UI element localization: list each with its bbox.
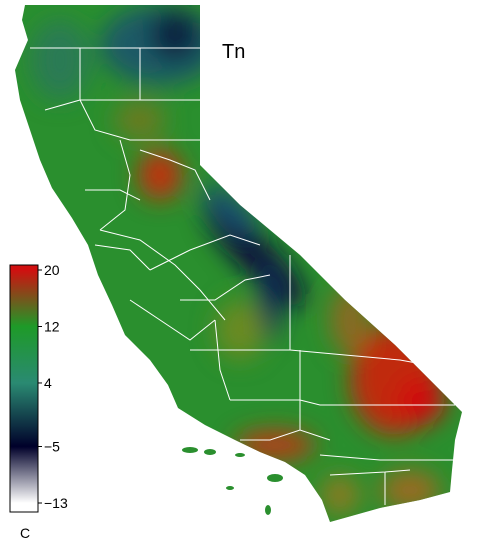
colorbar-tick-label: 20 <box>44 262 60 278</box>
county-borders <box>30 47 456 505</box>
colorbar-tick-label: 12 <box>44 318 60 334</box>
colorbar-tick-label: −5 <box>44 439 60 455</box>
colorbar-tick-label: −13 <box>44 495 68 511</box>
map-title: Tn <box>222 41 245 63</box>
islands <box>182 447 283 515</box>
colorbar-unit: C <box>20 525 30 541</box>
colorbar-tick-label: 4 <box>44 375 52 391</box>
colorbar <box>9 264 39 513</box>
